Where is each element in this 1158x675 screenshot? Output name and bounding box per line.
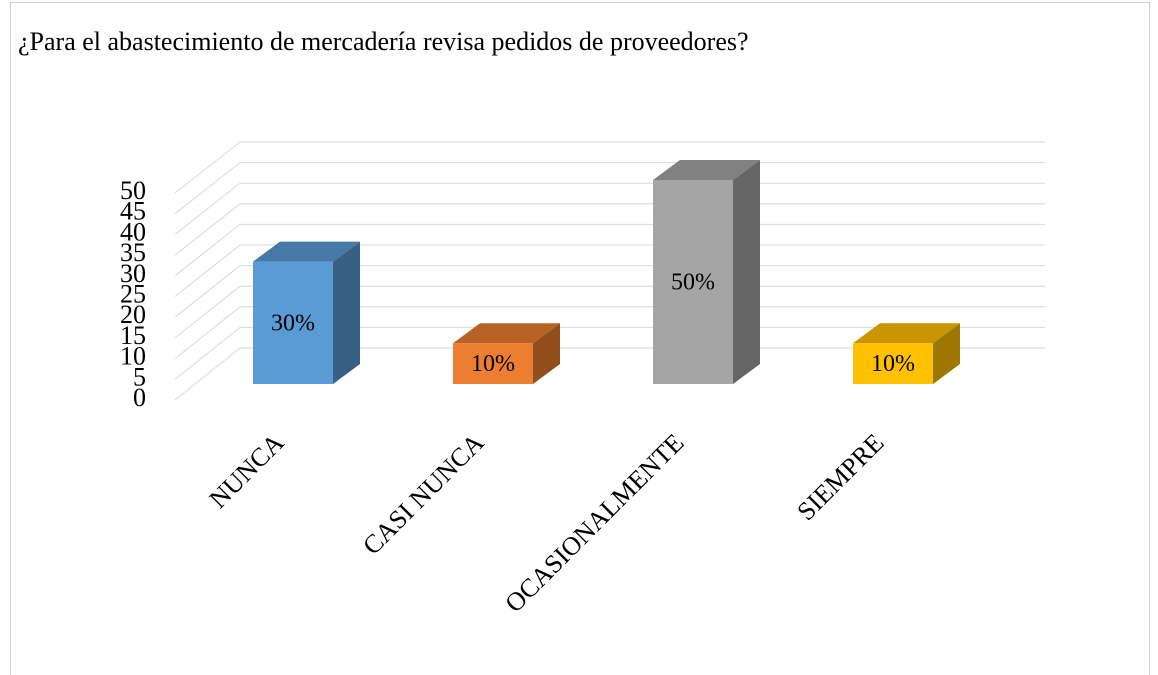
chart-title: ¿Para el abastecimiento de mercadería re… bbox=[18, 27, 749, 56]
y-tick-label: 20 bbox=[120, 300, 146, 329]
bar-side bbox=[933, 323, 960, 384]
grid-line bbox=[174, 244, 241, 297]
bar bbox=[653, 180, 733, 384]
grid-line bbox=[174, 162, 241, 215]
value-label: 30% bbox=[271, 310, 315, 336]
bar-top bbox=[453, 323, 560, 344]
y-tick-label: 5 bbox=[133, 362, 146, 391]
grid-line bbox=[174, 347, 241, 401]
grid-line bbox=[174, 327, 241, 380]
y-tick-label: 25 bbox=[120, 279, 146, 308]
y-tick-label: 45 bbox=[120, 197, 146, 226]
bar-side bbox=[533, 323, 560, 384]
y-tick-label: 50 bbox=[120, 176, 146, 205]
y-tick-label: 0 bbox=[133, 383, 146, 412]
grid-line bbox=[174, 285, 241, 339]
grid-line bbox=[174, 224, 241, 277]
bar-top bbox=[853, 323, 960, 344]
bar bbox=[453, 343, 533, 384]
bar-top bbox=[253, 241, 360, 262]
bar-top bbox=[653, 160, 760, 180]
bar bbox=[253, 261, 333, 384]
grid-line bbox=[174, 182, 241, 235]
value-label: 10% bbox=[871, 351, 915, 377]
value-label: 50% bbox=[671, 270, 715, 296]
y-tick-label: 35 bbox=[120, 238, 146, 267]
grid-line bbox=[174, 265, 241, 318]
bar-side bbox=[733, 160, 760, 384]
y-tick-label: 40 bbox=[120, 217, 146, 246]
grid-line bbox=[174, 306, 241, 359]
value-label: 10% bbox=[471, 351, 515, 377]
bar bbox=[853, 343, 933, 384]
bar-side bbox=[333, 241, 360, 384]
y-tick-label: 15 bbox=[120, 321, 146, 350]
grid-line bbox=[174, 141, 241, 194]
grid-line bbox=[174, 203, 241, 256]
y-tick-label: 10 bbox=[120, 342, 146, 371]
chart-frame bbox=[10, 2, 1150, 675]
y-tick-label: 30 bbox=[120, 259, 146, 288]
